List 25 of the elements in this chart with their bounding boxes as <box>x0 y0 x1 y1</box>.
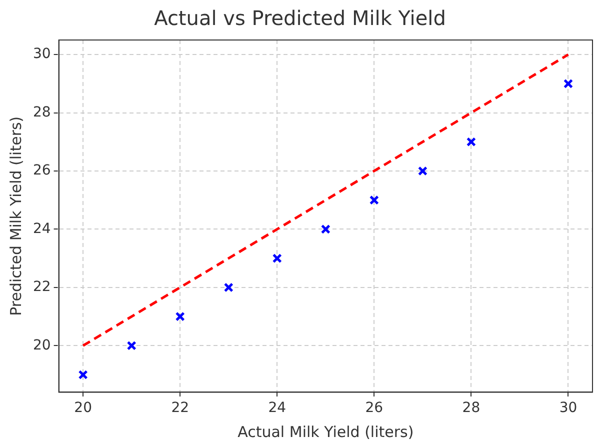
point <box>369 195 379 205</box>
x-tick-label: 20 <box>74 400 92 416</box>
x-axis-title: Actual Milk Yield (liters) <box>238 422 414 441</box>
point <box>563 78 574 88</box>
y-tick-label: 20 <box>32 337 51 354</box>
point <box>78 370 88 380</box>
x-tick-label: 22 <box>171 400 190 416</box>
y-tick-label: 26 <box>32 162 51 179</box>
y-tick-label: 30 <box>32 46 51 62</box>
y-tick-label: 22 <box>32 279 51 296</box>
point <box>175 312 185 322</box>
point <box>224 282 234 292</box>
point <box>320 224 330 234</box>
chart-title: Actual vs Predicted Milk Yield <box>154 6 446 30</box>
point <box>418 166 428 176</box>
y-axis-title: Predicted Milk Yield (liters) <box>6 116 25 316</box>
point <box>272 254 282 264</box>
y-tick-label: 28 <box>32 104 51 120</box>
x-tick-label: 24 <box>268 400 286 416</box>
x-tick-label: 30 <box>559 400 578 416</box>
x-tick-label: 26 <box>365 400 384 416</box>
point <box>466 137 476 147</box>
x-tick-label: 28 <box>462 400 480 416</box>
point <box>126 340 136 350</box>
y-tick-label: 24 <box>32 220 51 237</box>
